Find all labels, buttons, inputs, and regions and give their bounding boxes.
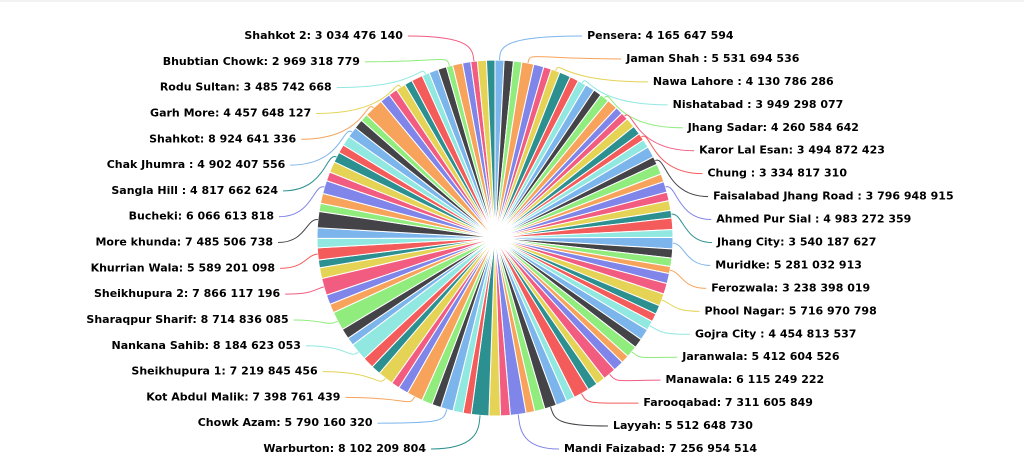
data-label: Jaranwala: 5 412 604 526 — [681, 350, 840, 363]
connector — [669, 269, 707, 289]
connector — [550, 406, 608, 427]
data-label: Pensera: 4 165 647 594 — [587, 29, 734, 42]
pie-slice — [485, 59, 496, 239]
data-label: Ferozwala: 3 238 398 019 — [711, 281, 870, 294]
data-label: More khunda: 7 485 506 738 — [95, 236, 273, 249]
data-label: Manawala: 6 115 249 222 — [666, 373, 825, 386]
data-label: Jhang Sadar: 4 260 584 642 — [687, 121, 859, 134]
connector — [285, 286, 324, 295]
connector — [322, 371, 386, 382]
data-label: Sheikhupura 2: 7 866 117 196 — [94, 287, 281, 300]
connector — [364, 58, 450, 67]
data-label: Kot Abdul Malik: 7 398 761 439 — [146, 390, 340, 403]
data-label: Garh More: 4 457 648 127 — [150, 106, 311, 119]
data-labels: Pensera: 4 165 647 594 Jaman Shah : 5 531… — [86, 29, 953, 455]
connector — [293, 319, 338, 324]
connector — [316, 84, 402, 114]
connector — [655, 159, 709, 198]
data-label: Khurrian Wala: 5 589 201 098 — [91, 261, 276, 274]
data-label: Chak Jhumra : 4 902 407 556 — [107, 158, 286, 171]
connector — [581, 80, 668, 106]
connector — [345, 396, 416, 403]
connector — [279, 186, 325, 218]
connector — [555, 67, 648, 83]
data-label: Phool Nagar: 5 716 970 798 — [705, 304, 877, 317]
connector — [609, 373, 661, 382]
data-label: Faisalabad Jhang Road : 3 796 948 915 — [713, 190, 954, 203]
connector — [301, 106, 374, 140]
connector — [430, 415, 481, 450]
data-label: Mandi Faizabad: 7 256 954 514 — [564, 442, 757, 455]
data-label: Sharaqpur Sharif: 8 714 836 085 — [86, 313, 288, 326]
connector — [336, 70, 427, 89]
data-label: Jhang City: 3 540 187 627 — [716, 236, 876, 249]
connector — [283, 156, 337, 192]
connector — [280, 253, 318, 269]
data-label: Sangla Hill : 4 817 662 624 — [111, 184, 278, 197]
connector — [581, 393, 639, 404]
connector — [527, 56, 622, 64]
data-label: Rodu Sultan: 3 485 742 668 — [160, 81, 332, 94]
connector — [649, 325, 691, 335]
data-label: Nawa Lahore : 4 130 786 286 — [653, 75, 834, 88]
data-label: Chowk Azam: 5 790 160 320 — [198, 416, 373, 429]
data-label: Chung : 3 334 817 310 — [707, 167, 847, 180]
connector — [407, 35, 475, 62]
data-label: Warburton: 8 102 209 804 — [263, 442, 426, 455]
connector — [624, 114, 695, 152]
connector — [641, 135, 703, 175]
data-label: Nankana Sahib: 8 184 623 053 — [112, 339, 301, 352]
connector — [604, 95, 683, 129]
connector — [672, 242, 711, 266]
connector — [377, 409, 448, 424]
data-label: Bhubtian Chowk: 2 969 318 779 — [163, 55, 360, 68]
data-label: Bucheki: 6 066 613 818 — [129, 210, 274, 223]
connector — [665, 186, 712, 221]
data-label: Ahmed Pur Sial : 4 983 272 359 — [716, 213, 911, 226]
data-label: Nishatabad : 3 949 298 077 — [673, 98, 844, 111]
data-label: Jaman Shah : 5 531 694 536 — [625, 52, 799, 65]
connector — [305, 345, 359, 355]
data-label: Farooqabad: 7 311 605 849 — [643, 396, 813, 409]
connector — [661, 299, 700, 312]
pie — [316, 59, 674, 417]
connector — [499, 35, 583, 61]
connector — [290, 130, 353, 166]
data-label: Gojra City : 4 454 813 537 — [695, 327, 856, 340]
data-label: Shahkot: 8 924 641 336 — [149, 132, 296, 145]
connector — [671, 213, 712, 243]
data-label: Sheikhupura 1: 7 219 845 456 — [131, 365, 318, 378]
connector — [278, 219, 319, 243]
connector — [631, 351, 678, 359]
connector — [517, 414, 560, 450]
data-label: Layyah: 5 512 648 730 — [613, 419, 753, 432]
data-label: Muridke: 5 281 032 913 — [715, 258, 862, 271]
data-label: Karor Lal Esan: 3 494 872 423 — [699, 144, 885, 157]
data-label: Shahkot 2: 3 034 476 140 — [244, 29, 403, 42]
